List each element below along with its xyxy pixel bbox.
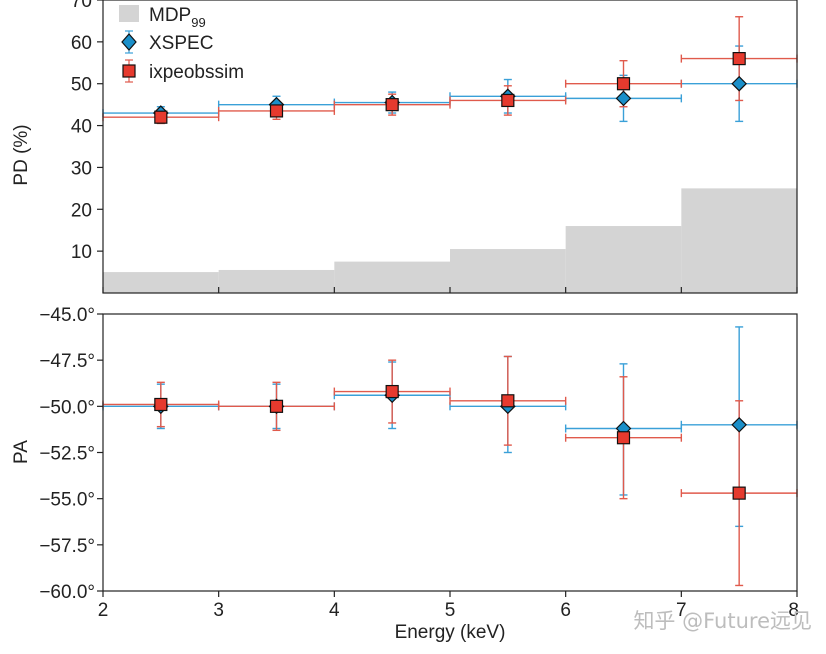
pd-xspec-point: [731, 75, 748, 92]
legend-ixpe-label: ixpeobssim: [149, 62, 244, 83]
pd-y-tick-label: 60: [71, 33, 92, 54]
watermark: 知乎 @Future远见: [633, 609, 812, 633]
pa-ixpeobssim-point: [154, 397, 168, 412]
mdp99-bar: [218, 269, 335, 293]
mdp99-bar: [565, 226, 682, 293]
pd-y-axis-label: PD (%): [11, 124, 32, 185]
pa-y-tick-label: −52.5°: [39, 444, 95, 465]
pa-y-ticks: −60.0° −57.5° −55.0° −52.5° −50.0° −47.5° −45.…: [39, 305, 103, 603]
pa-y-tick-label: −55.0°: [39, 490, 95, 511]
legend-mdp-swatch: [119, 5, 139, 22]
pa-y-axis-label: PA: [11, 440, 32, 464]
pa-y-tick-label: −50.0°: [39, 397, 95, 418]
pa-y-tick-label: −45.0°: [39, 305, 95, 326]
legend-xspec-label: XSPEC: [149, 33, 213, 54]
pa-y-tick-label: −60.0°: [39, 582, 95, 603]
legend-ixpe-marker: [122, 59, 136, 83]
x-tick-label: 7: [676, 600, 687, 621]
pa-ixpeobssim-point: [385, 384, 399, 399]
pa-y-tick-label: −47.5°: [39, 351, 95, 372]
pd-xspec-point: [615, 90, 632, 107]
legend: MDP99 XSPEC ixpeobssim: [119, 5, 244, 83]
pd-y-tick-label: 40: [71, 117, 92, 138]
pd-y-tick-label: 20: [71, 200, 92, 221]
pa-xspec-point: [731, 416, 748, 433]
x-ticks: 2 3 4 5 6 7 8: [98, 287, 799, 621]
pa-markers: [152, 384, 748, 500]
pd-ixpeobssim-point: [616, 77, 631, 91]
x-tick-label: 6: [560, 600, 571, 621]
mdp99-bar: [103, 272, 219, 293]
x-tick-label: 3: [213, 600, 224, 621]
pd-panel: 10 20 30 40 50 60 70 PD (%): [11, 0, 798, 294]
pa-ixpeobssim-point: [269, 399, 284, 413]
legend-mdp-label: MDP99: [149, 5, 206, 30]
pd-y-tick-label: 30: [71, 158, 92, 179]
pd-y-tick-label: 70: [71, 0, 92, 12]
mdp99-bar: [450, 249, 566, 293]
mdp99-bar: [334, 261, 450, 293]
x-axis-label: Energy (keV): [395, 622, 506, 643]
x-tick-label: 5: [445, 600, 456, 621]
pa-panel: −60.0° −57.5° −55.0° −52.5° −50.0° −47.5° −45.…: [11, 287, 799, 643]
pa-ixpeobssim-point: [732, 486, 746, 500]
pd-ixpeobssim-point: [269, 104, 284, 118]
x-tick-label: 8: [788, 600, 799, 621]
pa-ixpeobssim-point: [616, 431, 631, 445]
pd-ixpeobssim-point: [732, 51, 746, 66]
pd-ixpeobssim-point: [154, 110, 168, 124]
pa-ixpeobssim-point: [501, 394, 515, 408]
mdp99-histogram: [103, 188, 797, 293]
x-tick-label: 2: [98, 600, 109, 621]
mdp99-bar: [681, 188, 797, 293]
pd-y-tick-label: 10: [71, 242, 92, 263]
pd-y-ticks: 10 20 30 40 50 60 70: [71, 0, 103, 263]
legend-xspec-marker: [121, 30, 137, 54]
pa-y-tick-label: −57.5°: [39, 536, 95, 557]
pa-error-bars: [102, 326, 798, 587]
pd-y-tick-label: 50: [71, 75, 92, 96]
pd-ixpeobssim-point: [501, 93, 515, 108]
pa-axes-frame: [102, 313, 798, 592]
x-tick-label: 4: [329, 600, 340, 621]
pd-ixpeobssim-point: [385, 98, 399, 112]
pd-markers: [152, 51, 748, 124]
